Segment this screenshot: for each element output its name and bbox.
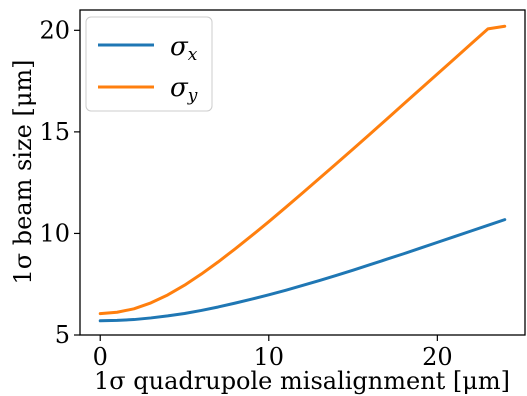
- y-axis-label: 1σ beam size [μm]: [9, 59, 37, 284]
- x-tick-label: 0: [93, 343, 108, 371]
- series-layer: [98, 24, 507, 323]
- x-tick-label: 10: [254, 343, 285, 371]
- y-axis-ticks: 5 10 15 20: [39, 16, 80, 349]
- y-tick-label: 10: [39, 219, 70, 247]
- y-tick-label: 15: [39, 118, 70, 146]
- x-axis-ticks: 0 10 20: [93, 335, 453, 371]
- y-tick-label: 5: [55, 321, 70, 349]
- y-tick-label: 20: [39, 16, 70, 44]
- x-tick-label: 20: [422, 343, 453, 371]
- sigma-y-series-line: [98, 24, 507, 316]
- legend: σx σy: [85, 16, 213, 112]
- sigma-x-series-line: [98, 218, 507, 323]
- x-axis-label: 1σ quadrupole misalignment [μm]: [94, 367, 510, 395]
